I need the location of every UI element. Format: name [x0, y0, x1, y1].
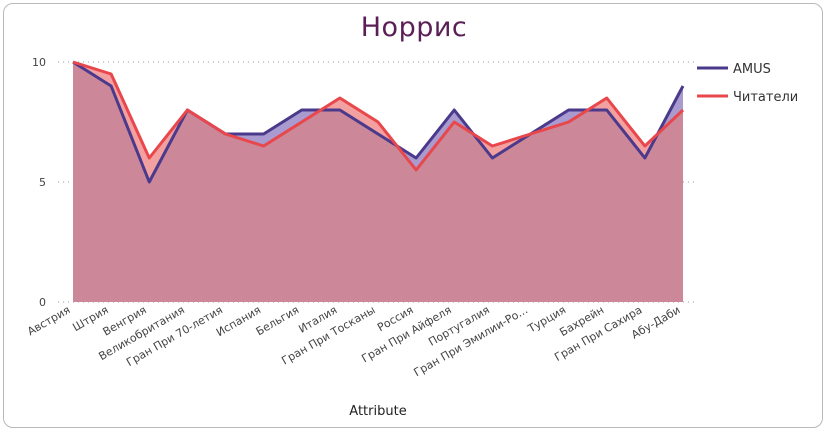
y-axis-ticks: 0 5 10 [32, 56, 46, 309]
legend-item[interactable]: AMUS [697, 62, 771, 77]
x-tick-label: Бельгия [254, 303, 302, 338]
legend-item[interactable]: Читатели [697, 90, 798, 105]
chart-areas [73, 62, 683, 302]
legend-label: Читатели [733, 90, 798, 105]
area-overlap [73, 62, 683, 302]
y-tick-label: 5 [39, 176, 46, 189]
line-chitateli [72, 60, 685, 172]
legend[interactable]: AMUS Читатели [697, 62, 798, 105]
x-tick-label: Австрия [25, 303, 72, 338]
x-axis-label: Attribute [349, 404, 406, 419]
y-tick-label: 10 [32, 56, 46, 69]
y-tick-label: 0 [39, 296, 46, 309]
legend-label: AMUS [733, 62, 771, 77]
chart-lines [72, 60, 685, 184]
chart-title: Норрис [360, 12, 468, 43]
line-amus [72, 60, 685, 184]
